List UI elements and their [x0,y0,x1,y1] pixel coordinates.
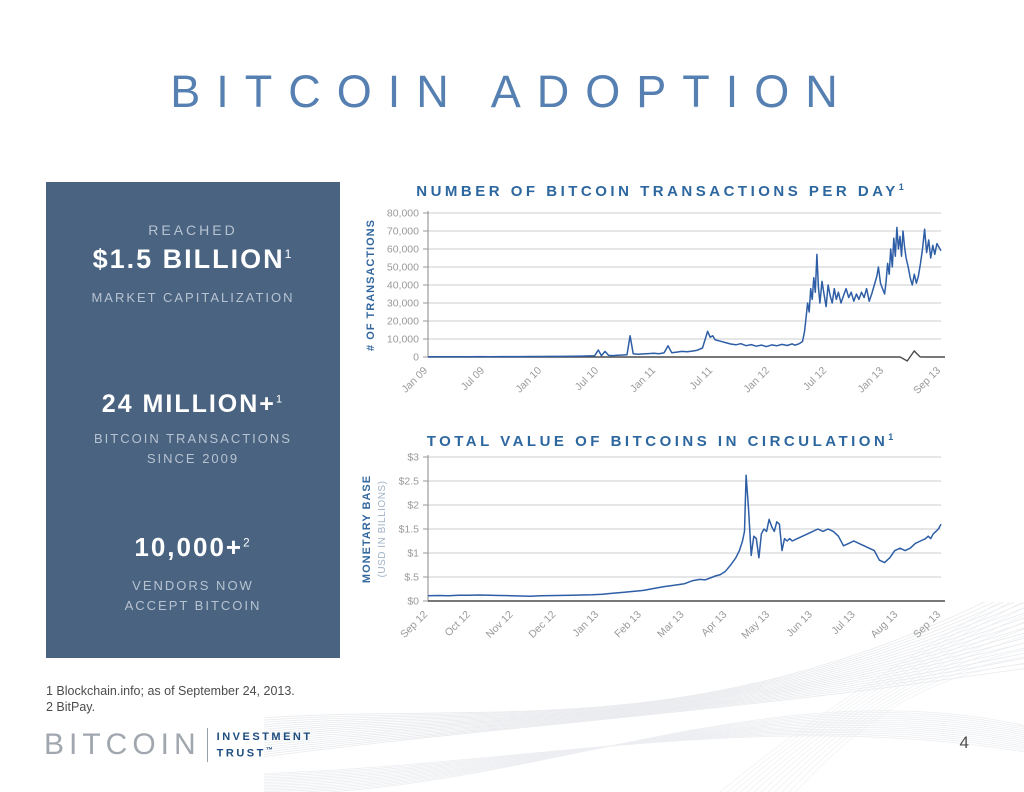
stats-panel: REACHED $1.5 BILLION1 MARKET CAPITALIZAT… [46,182,340,658]
svg-text:Jul 13: Jul 13 [829,609,857,637]
svg-text:$0: $0 [407,596,419,608]
logo-divider [206,728,208,762]
svg-text:20,000: 20,000 [387,316,419,328]
svg-text:Jul 12: Jul 12 [801,365,829,393]
svg-text:Jan 13: Jan 13 [855,365,886,396]
svg-text:Jul 09: Jul 09 [459,365,487,393]
svg-text:Jan 12: Jan 12 [741,365,772,396]
svg-text:Jul 11: Jul 11 [687,365,715,393]
stat-3-label-line2: ACCEPT BITCOIN [124,598,262,613]
svg-text:Jan 10: Jan 10 [513,365,544,396]
svg-text:Dec 12: Dec 12 [526,609,558,641]
stat-3-label-line1: VENDORS NOW [132,578,254,593]
transactions-chart-title: NUMBER OF BITCOIN TRANSACTIONS PER DAY1 [416,182,904,200]
svg-text:$2.5: $2.5 [399,476,420,488]
svg-text:Nov 12: Nov 12 [484,609,516,641]
transactions-chart: 0 10,000 20,000 30,000 40,000 50,000 60,000 70,… [365,208,945,397]
svg-text:0: 0 [413,352,419,364]
svg-text:Jun 13: Jun 13 [784,609,815,640]
svg-text:Jan 09: Jan 09 [399,365,430,396]
svg-text:Jul 10: Jul 10 [573,365,601,393]
footnote-ref: 1 [284,247,294,261]
svg-text:$.5: $.5 [404,572,419,584]
page-number: 4 [959,733,969,752]
svg-text:50,000: 50,000 [387,262,419,274]
stat-2-label-line2: SINCE 2009 [146,451,240,466]
footnote-ref: 1 [888,432,894,442]
svg-text:Jan 13: Jan 13 [570,609,601,640]
stat-1-label: MARKET CAPITALIZATION [91,290,295,305]
stat-1-prelabel: REACHED [148,222,238,238]
svg-text:MONETARY BASE: MONETARY BASE [361,475,373,583]
svg-text:Jan 11: Jan 11 [628,365,658,395]
circulation-chart-title: TOTAL VALUE OF BITCOINS IN CIRCULATION1 [426,432,894,450]
svg-text:Sep 13: Sep 13 [911,609,943,641]
svg-text:$1.5: $1.5 [399,524,420,536]
svg-text:Sep 13: Sep 13 [911,365,943,397]
svg-text:May 13: May 13 [739,609,772,642]
svg-text:# OF TRANSACTIONS: # OF TRANSACTIONS [365,219,377,351]
svg-text:40,000: 40,000 [387,280,419,292]
stat-1-value: $1.5 BILLION1 [92,244,294,274]
trademark-symbol: ™ [265,746,276,754]
svg-text:Oct 12: Oct 12 [442,609,472,639]
footnote-ref: 1 [898,182,904,192]
logo-brand-text: BITCOIN [44,728,201,761]
monetary-base-chart: $0 $.5 $1 $1.5 $2 $2.5 $3 Sep 12 Oct 12 Nov 12 Dec… [361,452,945,642]
svg-text:$2: $2 [407,500,419,512]
svg-text:Feb 13: Feb 13 [612,609,644,641]
logo-subtitle: INVESTMENT TRUST™ [216,730,313,760]
footnote-1: 1 Blockchain.info; as of September 24, 2… [46,684,295,698]
page-title: BITCOIN ADOPTION [170,66,854,117]
bitcoin-investment-trust-logo: BITCOIN INVESTMENT TRUST™ [44,728,313,762]
stat-2-value: 24 MILLION+1 [101,390,285,418]
svg-text:Sep 12: Sep 12 [398,609,430,641]
footnote-ref: 1 [275,393,285,406]
footnotes: 1 Blockchain.info; as of September 24, 2… [46,683,295,715]
svg-text:Aug 13: Aug 13 [868,609,900,641]
footnote-2: 2 BitPay. [46,700,96,714]
footnote-ref: 2 [243,536,252,550]
svg-text:70,000: 70,000 [387,226,419,238]
svg-text:30,000: 30,000 [387,298,419,310]
svg-text:$3: $3 [407,452,419,464]
svg-text:Apr 13: Apr 13 [699,609,729,639]
svg-text:80,000: 80,000 [387,208,419,220]
svg-text:60,000: 60,000 [387,244,419,256]
svg-text:Mar 13: Mar 13 [655,609,687,641]
stat-2-label-line1: BITCOIN TRANSACTIONS [94,431,292,446]
svg-text:$1: $1 [407,548,419,560]
svg-text:10,000: 10,000 [387,334,419,346]
stat-3-value: 10,000+2 [134,532,252,562]
svg-text:(USD IN BILLIONS): (USD IN BILLIONS) [377,481,388,578]
watermark-swoosh [264,602,1024,792]
